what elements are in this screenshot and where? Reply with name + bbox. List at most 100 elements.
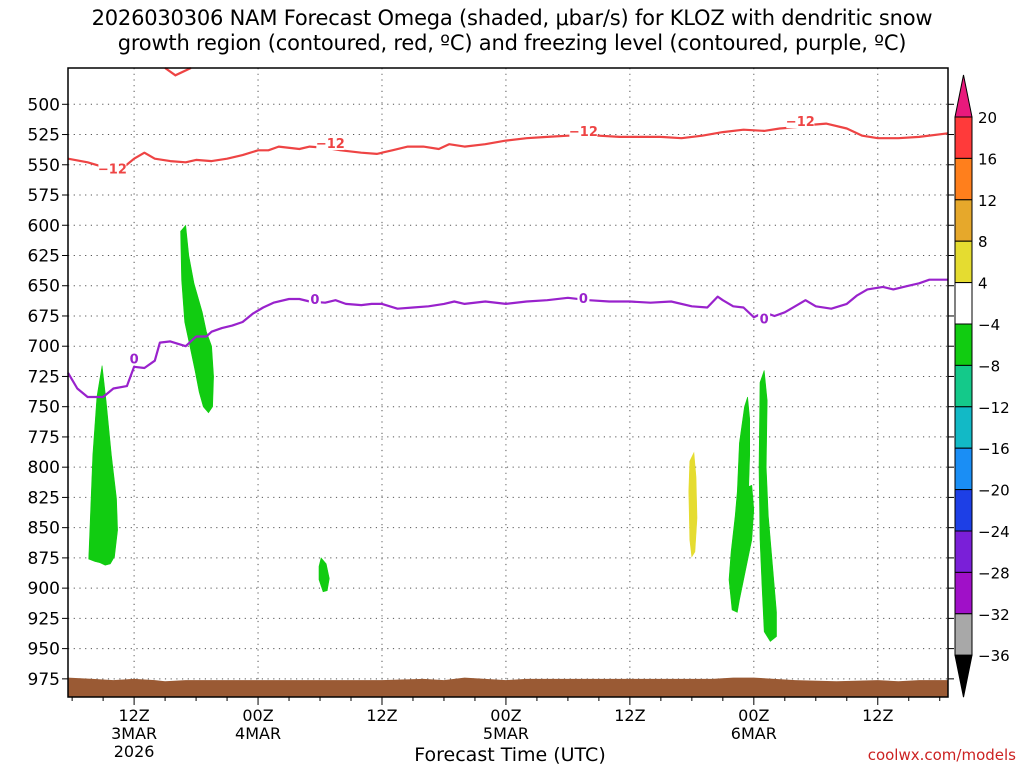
- y-tick-label: 725: [28, 367, 60, 387]
- x-tick-label: 6MAR: [731, 724, 777, 743]
- freezing-level-line: [67, 278, 948, 399]
- colorbar-swatch: [954, 157, 973, 201]
- x-tick-label: 00Z: [738, 706, 769, 725]
- colorbar-label: −36: [978, 647, 1010, 665]
- dgz-contour-label: −12: [316, 137, 345, 152]
- y-tick-label: 825: [28, 488, 60, 508]
- y-tick-label: 700: [28, 337, 60, 357]
- y-tick-label: 925: [28, 609, 60, 629]
- colorbar-swatch: [954, 364, 973, 408]
- grid-layer: [68, 68, 948, 697]
- y-tick-label: 975: [28, 670, 60, 690]
- y-tick-label: 800: [28, 458, 60, 478]
- colorbar-min-arrow: [954, 654, 973, 698]
- x-tick-label: 12Z: [366, 706, 397, 725]
- y-tick-label: 600: [28, 216, 60, 236]
- colorbar-label: −20: [978, 482, 1010, 500]
- green-blob-c: [318, 557, 330, 593]
- y-tick-label: 950: [28, 640, 60, 660]
- colorbar-swatch: [954, 571, 973, 615]
- credit-text: coolwx.com/models: [867, 746, 1016, 764]
- y-tick-label: 625: [28, 246, 60, 266]
- freezing-level-label-bg: [577, 289, 590, 305]
- dgz-contour-fragment: [164, 67, 192, 77]
- x-tick-label: 12Z: [862, 706, 893, 725]
- colorbar-label: −16: [978, 440, 1010, 458]
- freezing-level-label: 0: [130, 352, 139, 367]
- x-tick-label: 2026: [114, 742, 155, 761]
- axis-layer: 500 525 550 575 600 625 650 675 700 725 750 775 800 8…: [28, 67, 954, 761]
- chart-title: 2026030306 NAM Forecast Omega (shaded, μ…: [0, 6, 1024, 56]
- colorbar-label: −8: [978, 357, 1000, 375]
- freezing-level-label-bg: [308, 291, 321, 307]
- freezing-level-label-bg: [128, 350, 141, 366]
- colorbar-swatch: [954, 240, 973, 284]
- dgz-contour-label: −12: [786, 115, 815, 130]
- x-tick-label: 00Z: [490, 706, 521, 725]
- dgz-contour-label: −12: [569, 125, 598, 140]
- colorbar-swatch: [954, 323, 973, 366]
- y-tick-label: 500: [28, 95, 60, 115]
- y-tick-label: 525: [28, 126, 60, 146]
- colorbar-swatch: [954, 489, 973, 532]
- dgz-contour-label-bg: [98, 160, 127, 176]
- dgz-contour-label-bg: [569, 122, 598, 138]
- y-tick-label: 550: [28, 156, 60, 176]
- colorbar-max-arrow: [954, 74, 973, 118]
- x-tick-label: 00Z: [242, 706, 273, 725]
- dgz-contour-label: −12: [98, 162, 127, 177]
- x-tick-label: 12Z: [118, 706, 149, 725]
- colorbar-label: 16: [978, 150, 997, 168]
- colorbar-label: 4: [978, 275, 988, 293]
- y-tick-label: 850: [28, 519, 60, 539]
- x-tick-label: 5MAR: [483, 724, 529, 743]
- chart-title-line-1: 2026030306 NAM Forecast Omega (shaded, μ…: [91, 6, 933, 30]
- colorbar-label: −32: [978, 606, 1010, 624]
- omega-shading-layer: [88, 224, 777, 642]
- x-tick-label: 12Z: [614, 706, 645, 725]
- colorbar-label: 8: [978, 233, 988, 251]
- colorbar-swatch: [954, 530, 973, 573]
- freezing-level-label-bg: [758, 310, 771, 326]
- green-blob-f: [758, 370, 777, 642]
- freezing-level-label: 0: [579, 292, 588, 307]
- dgz-contour-label-bg: [786, 113, 815, 129]
- chart-title-line-2: growth region (contoured, red, ºC) and f…: [117, 31, 907, 55]
- y-tick-label: 900: [28, 579, 60, 599]
- colorbar-label: −28: [978, 564, 1010, 582]
- colorbar-label: −12: [978, 399, 1010, 417]
- x-tick-label: 3MAR: [111, 724, 157, 743]
- contour-layer: −12 −12 −12 −12 0 0 0 0: [67, 67, 949, 399]
- colorbar-label: 12: [978, 192, 997, 210]
- green-blob-b: [180, 224, 214, 414]
- freezing-level-label: 0: [310, 293, 319, 308]
- colorbar: 20 16 12 8 4 −4 −8 −12 −16 −20 −24 −28 −32 −36: [954, 74, 1010, 698]
- colorbar-label: −4: [978, 316, 1000, 334]
- colorbar-swatch: [954, 613, 973, 656]
- x-tick-label: 4MAR: [235, 724, 281, 743]
- colorbar-swatch: [954, 406, 973, 449]
- green-blob-e: [728, 396, 755, 613]
- terrain-fill: [68, 677, 948, 697]
- terrain-layer: [68, 677, 948, 697]
- y-tick-label: 675: [28, 307, 60, 327]
- plot-frame: [67, 67, 949, 698]
- colorbar-swatch: [954, 447, 973, 491]
- y-tick-label: 750: [28, 398, 60, 418]
- colorbar-swatch: [954, 116, 973, 159]
- green-blob-a: [88, 365, 118, 566]
- y-tick-label: 650: [28, 277, 60, 297]
- y-tick-label: 875: [28, 549, 60, 569]
- colorbar-swatch: [954, 199, 973, 242]
- colorbar-label: 20: [978, 109, 997, 127]
- yellow-blob-d: [688, 451, 698, 558]
- dgz-contour-label-bg: [316, 134, 345, 150]
- y-tick-label: 775: [28, 428, 60, 448]
- y-tick-label: 575: [28, 186, 60, 206]
- freezing-level-label: 0: [760, 312, 769, 327]
- x-axis-title: Forecast Time (UTC): [414, 744, 606, 766]
- colorbar-swatch: [954, 282, 973, 325]
- colorbar-label: −24: [978, 523, 1010, 541]
- dgz-contour-line: [67, 122, 949, 170]
